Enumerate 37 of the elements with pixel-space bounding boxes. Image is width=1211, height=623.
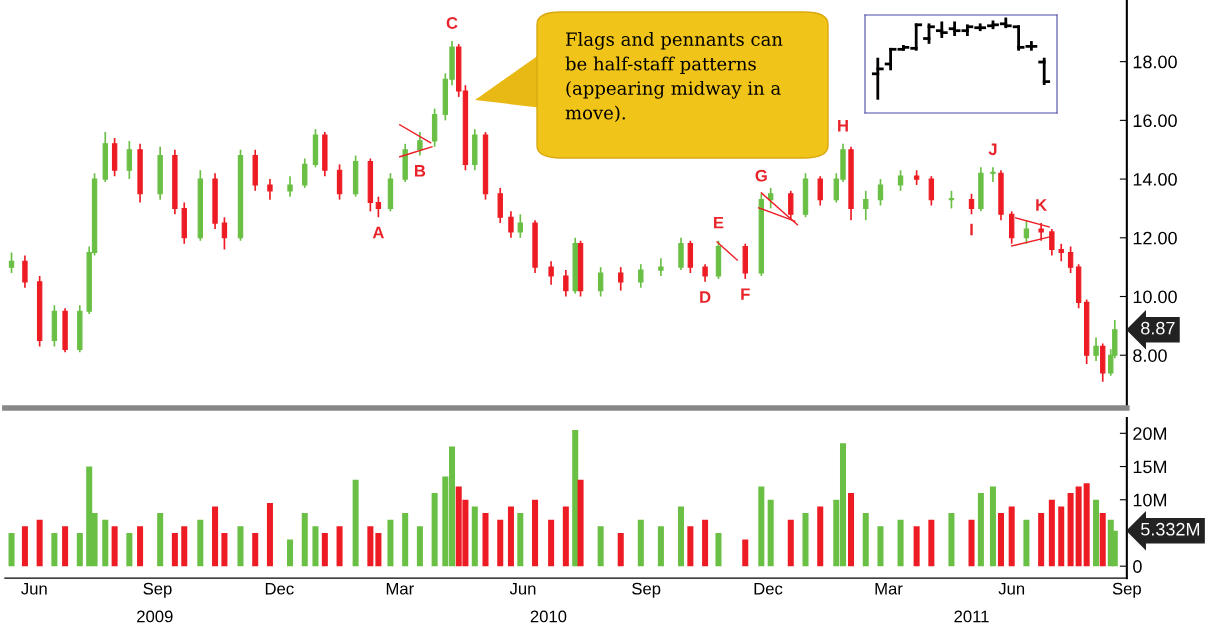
x-tick-label: Jun (21, 582, 47, 595)
y-tick-label: 10.00 (1133, 290, 1177, 304)
annotation: J (988, 143, 997, 156)
x2-tick-label: 2009 (137, 610, 173, 623)
y-tick-label: 16.00 (1133, 114, 1177, 128)
x-tick-label: Sep (1112, 582, 1141, 598)
x-tick-label: Sep (143, 582, 172, 598)
y-tick-label: 20M (1133, 427, 1167, 441)
y-tick-label: 12.00 (1133, 231, 1177, 245)
annotation: E (714, 216, 724, 229)
y-tick-label: 10M (1133, 493, 1167, 507)
x-tick-label: Sep (632, 582, 661, 598)
x2-tick-label: 2010 (530, 610, 567, 623)
annotation: H (838, 120, 848, 132)
x-tick-label: Mar (386, 582, 414, 595)
annotation: I (970, 223, 973, 236)
annotation: 5.332M (1141, 522, 1200, 536)
x-tick-label: Dec (265, 582, 294, 595)
x2-tick-label: 2011 (954, 610, 989, 623)
y-tick-label: 15M (1133, 460, 1167, 474)
y-tick-label: 0 (1133, 560, 1142, 573)
x-tick-label: Jun (998, 582, 1025, 595)
y-tick-label: 18.00 (1133, 55, 1177, 69)
x-tick-label: Mar (875, 582, 903, 595)
annotation: B (415, 165, 426, 177)
y-tick-label: 14.00 (1133, 173, 1177, 186)
x-tick-label: Dec (754, 582, 783, 595)
x-tick-label: Jun (509, 582, 536, 595)
annotation: G (755, 169, 767, 182)
annotation: Flags and pennants can be half-staff patterns (appearing midway in a move). (565, 32, 783, 123)
annotation: F (741, 288, 750, 300)
y-tick-label: 8.00 (1133, 349, 1167, 362)
annotation: C (446, 17, 458, 29)
annotation: A (372, 226, 384, 239)
annotation: K (1036, 199, 1048, 211)
annotation: 8.87 (1141, 321, 1175, 335)
annotation: D (700, 291, 711, 303)
